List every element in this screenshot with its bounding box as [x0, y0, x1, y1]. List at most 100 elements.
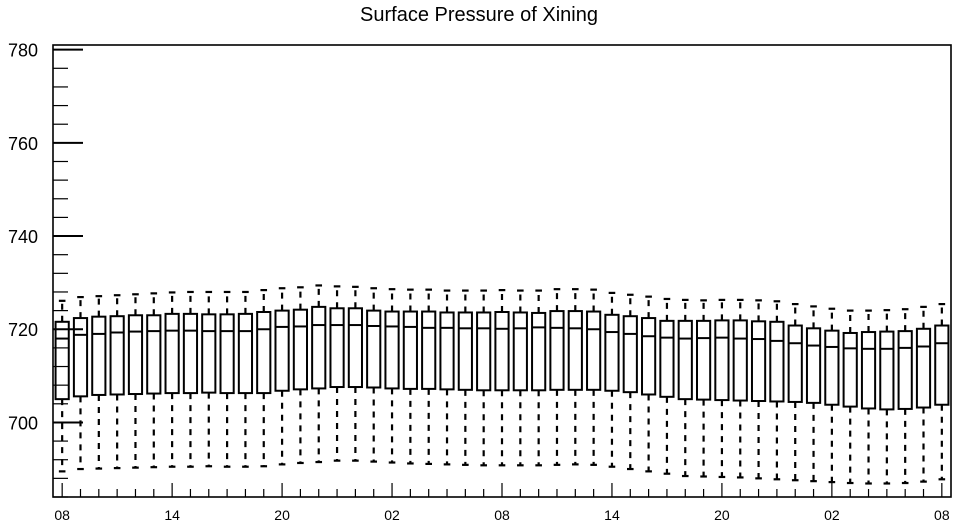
- box-body: [641, 317, 657, 396]
- x-tick-label: 20: [714, 507, 730, 523]
- box-body: [531, 311, 547, 392]
- box-22: [439, 289, 455, 466]
- box-46: [879, 309, 895, 485]
- box-39: [750, 299, 767, 480]
- box-body: [567, 310, 583, 391]
- box-1: [54, 299, 70, 473]
- box-20: [402, 288, 418, 465]
- box-11: [237, 290, 254, 468]
- box-12: [256, 289, 272, 468]
- box-6: [146, 292, 162, 469]
- box-28: [549, 288, 565, 466]
- box-body: [402, 310, 418, 390]
- chart-title: Surface Pressure of Xining: [360, 4, 598, 26]
- box-30: [586, 288, 602, 466]
- box-2: [72, 295, 89, 471]
- box-47: [897, 308, 913, 485]
- box-body: [384, 310, 400, 390]
- box-body: [54, 320, 70, 401]
- box-4: [109, 294, 125, 470]
- box-18: [366, 287, 382, 463]
- box-5: [127, 293, 144, 469]
- box-body: [476, 311, 492, 392]
- x-tick-label: 14: [164, 507, 180, 523]
- box-body: [109, 315, 125, 396]
- box-body: [769, 320, 785, 403]
- box-body: [329, 307, 345, 389]
- box-body: [860, 331, 877, 410]
- box-body: [805, 327, 822, 404]
- box-body: [824, 329, 840, 406]
- box-body: [934, 324, 950, 406]
- box-body: [604, 313, 620, 392]
- box-body: [127, 314, 144, 396]
- box-37: [714, 298, 730, 479]
- box-body: [586, 310, 602, 391]
- box-body: [622, 315, 638, 394]
- axis-layer: 700 720 740 760 780 08 14 20 02 08 14 20 02 08: [8, 41, 950, 523]
- box-body: [91, 315, 107, 396]
- y-tick-label: 700: [8, 413, 38, 433]
- box-body: [695, 319, 712, 401]
- box-10: [219, 290, 235, 468]
- x-tick-label: 08: [54, 507, 70, 523]
- box-body: [146, 314, 162, 395]
- box-body: [256, 311, 272, 395]
- x-tick-label: 08: [494, 507, 510, 523]
- x-tick-label: 14: [604, 507, 620, 523]
- box-body: [164, 312, 180, 395]
- box-body: [512, 311, 528, 392]
- x-tick-label: 02: [384, 507, 400, 523]
- box-13: [274, 287, 290, 466]
- box-19: [384, 288, 400, 464]
- y-tick-label: 760: [8, 134, 38, 154]
- y-tick-label: 740: [8, 227, 38, 247]
- box-41: [787, 302, 803, 482]
- box-body: [347, 307, 363, 389]
- box-23: [457, 289, 473, 466]
- box-3: [91, 295, 107, 470]
- box-32: [622, 293, 638, 471]
- box-25: [494, 289, 510, 467]
- box-body: [219, 313, 235, 395]
- box-21: [421, 288, 437, 466]
- box-body: [549, 310, 565, 391]
- box-31: [604, 291, 620, 468]
- box-44: [842, 309, 858, 485]
- box-body: [787, 324, 803, 403]
- box-35: [677, 298, 693, 478]
- box-body: [201, 313, 217, 394]
- box-45: [860, 309, 877, 485]
- box-27: [531, 289, 547, 467]
- box-17: [347, 285, 363, 462]
- box-body: [714, 319, 730, 402]
- box-body: [659, 319, 675, 398]
- x-tick-label: 20: [274, 507, 290, 523]
- box-body: [182, 312, 199, 395]
- box-15: [311, 284, 327, 464]
- box-body: [237, 312, 254, 395]
- box-33: [641, 295, 657, 473]
- box-body: [677, 319, 693, 401]
- box-43: [824, 307, 840, 484]
- box-body: [421, 310, 437, 390]
- box-body: [366, 309, 382, 389]
- box-38: [732, 298, 748, 479]
- box-9: [201, 290, 217, 468]
- box-body: [842, 331, 858, 408]
- box-7: [164, 291, 180, 468]
- box-48: [915, 305, 932, 483]
- x-tick-label: 02: [824, 507, 840, 523]
- box-36: [695, 299, 712, 478]
- box-body: [915, 327, 932, 409]
- box-body: [879, 330, 895, 411]
- box-body: [897, 330, 913, 410]
- box-body: [439, 311, 455, 391]
- box-29: [567, 288, 583, 466]
- boxes-layer: [54, 284, 950, 485]
- box-26: [512, 289, 528, 467]
- box-body: [72, 317, 89, 398]
- box-8: [182, 290, 199, 468]
- box-body: [292, 308, 309, 391]
